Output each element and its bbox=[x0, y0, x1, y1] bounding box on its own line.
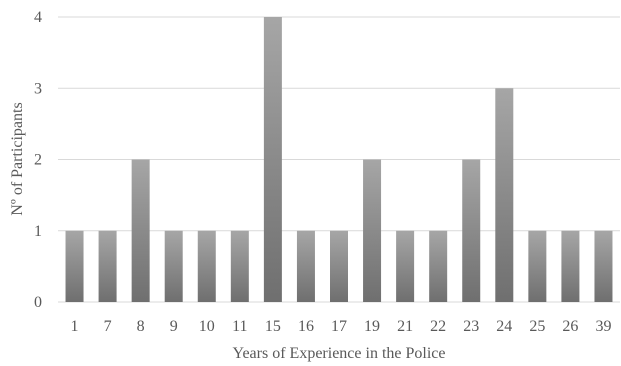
y-tick-label: 0 bbox=[34, 294, 42, 311]
x-tick-label: 7 bbox=[104, 318, 112, 335]
bar-21 bbox=[396, 230, 415, 302]
gridlines bbox=[58, 16, 620, 303]
y-tick-label: 1 bbox=[34, 223, 42, 240]
x-tick-label: 15 bbox=[265, 318, 281, 335]
x-tick-label: 22 bbox=[430, 318, 446, 335]
bar-39 bbox=[594, 230, 613, 302]
bar-9 bbox=[164, 230, 183, 302]
x-tick-label: 8 bbox=[137, 318, 145, 335]
x-tick-label: 24 bbox=[496, 318, 512, 335]
bar-15 bbox=[263, 17, 282, 302]
x-tick-label: 39 bbox=[595, 318, 611, 335]
y-tick-label: 3 bbox=[34, 80, 42, 97]
bar-10 bbox=[197, 230, 216, 302]
x-tick-label: 25 bbox=[529, 318, 545, 335]
x-tick-label: 9 bbox=[170, 318, 178, 335]
bar-8 bbox=[131, 159, 150, 302]
bar-19 bbox=[363, 159, 382, 302]
bars bbox=[65, 17, 613, 302]
x-tick-label: 21 bbox=[397, 318, 413, 335]
bar-11 bbox=[230, 230, 249, 302]
bar-17 bbox=[330, 230, 348, 302]
y-tick-label: 4 bbox=[34, 9, 42, 26]
y-tick-label: 2 bbox=[34, 152, 42, 169]
bar-7 bbox=[98, 230, 117, 302]
bar-16 bbox=[296, 230, 315, 302]
bar-24 bbox=[495, 88, 514, 302]
x-axis-title: Years of Experience in the Police bbox=[233, 345, 446, 362]
x-tick-label: 11 bbox=[232, 318, 247, 335]
x-tick-label: 23 bbox=[463, 318, 479, 335]
x-tick-label: 17 bbox=[331, 318, 347, 335]
bar-23 bbox=[462, 159, 481, 302]
x-tick-label: 10 bbox=[199, 318, 215, 335]
bar-25 bbox=[528, 230, 547, 302]
y-axis-title: Nº of Participants bbox=[9, 102, 26, 215]
bar-1 bbox=[65, 230, 84, 302]
x-tick-label: 16 bbox=[298, 318, 314, 335]
bar-22 bbox=[429, 230, 448, 302]
bar-26 bbox=[561, 230, 580, 302]
x-tick-label: 19 bbox=[364, 318, 380, 335]
y-axis-ticks: 0 1 2 3 4 bbox=[34, 9, 42, 311]
x-tick-label: 26 bbox=[562, 318, 578, 335]
x-axis-ticks: 1 7 8 9 10 11 15 16 17 19 21 22 23 24 25 26 39 bbox=[71, 318, 612, 335]
x-tick-label: 1 bbox=[71, 318, 79, 335]
